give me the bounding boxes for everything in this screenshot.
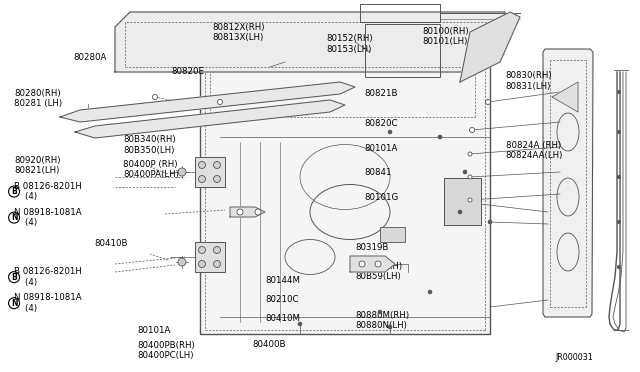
Circle shape: [468, 152, 472, 156]
Text: JR000031: JR000031: [556, 353, 593, 362]
Text: 80280A: 80280A: [74, 53, 107, 62]
Text: N 08918-1081A
    (4): N 08918-1081A (4): [14, 208, 82, 227]
Circle shape: [152, 94, 157, 99]
Text: 80100(RH)
80101(LH): 80100(RH) 80101(LH): [422, 27, 469, 46]
Circle shape: [388, 325, 392, 329]
Text: B 08126-8201H
    (4): B 08126-8201H (4): [14, 182, 82, 201]
Polygon shape: [380, 227, 405, 242]
Text: 80B340(RH)
80B350(LH): 80B340(RH) 80B350(LH): [123, 135, 175, 155]
Text: B: B: [12, 187, 17, 196]
Circle shape: [438, 135, 442, 139]
Text: 80812X(RH)
80813X(LH): 80812X(RH) 80813X(LH): [212, 23, 265, 42]
Circle shape: [617, 220, 621, 224]
Text: 80841: 80841: [365, 169, 392, 177]
Circle shape: [198, 260, 205, 267]
Text: 80319B: 80319B: [355, 243, 388, 252]
Circle shape: [486, 99, 490, 105]
Text: B 08126-8201H
    (4): B 08126-8201H (4): [14, 267, 82, 287]
Text: N: N: [11, 299, 17, 308]
FancyBboxPatch shape: [444, 178, 481, 225]
Text: 80410M: 80410M: [266, 314, 301, 323]
Polygon shape: [230, 207, 265, 217]
Circle shape: [375, 261, 381, 267]
Text: 80152(RH)
80153(LH): 80152(RH) 80153(LH): [326, 34, 373, 54]
Text: 80101G: 80101G: [365, 193, 399, 202]
Polygon shape: [195, 242, 225, 272]
Text: 80210C: 80210C: [266, 295, 299, 304]
Circle shape: [359, 261, 365, 267]
Text: 80880M(RH)
80880N(LH): 80880M(RH) 80880N(LH): [355, 311, 410, 330]
Polygon shape: [60, 82, 355, 122]
Text: 80144M: 80144M: [266, 276, 301, 285]
Circle shape: [488, 220, 492, 224]
Text: 80820E: 80820E: [172, 67, 205, 76]
Text: 80400B: 80400B: [253, 340, 286, 349]
Text: 80B58(RH)
80B59(LH): 80B58(RH) 80B59(LH): [355, 262, 403, 281]
Text: 80821B: 80821B: [365, 89, 398, 98]
Polygon shape: [350, 256, 395, 272]
Circle shape: [617, 130, 621, 134]
Circle shape: [255, 209, 261, 215]
Circle shape: [458, 210, 462, 214]
Text: 80830(RH)
80831(LH): 80830(RH) 80831(LH): [506, 71, 552, 91]
Polygon shape: [115, 12, 510, 72]
Circle shape: [463, 170, 467, 174]
Circle shape: [237, 209, 243, 215]
Circle shape: [214, 247, 221, 253]
Circle shape: [214, 260, 221, 267]
Text: 80410B: 80410B: [95, 239, 128, 248]
Text: 80400P (RH)
80400PA(LH): 80400P (RH) 80400PA(LH): [123, 160, 179, 179]
Polygon shape: [543, 49, 593, 317]
Circle shape: [214, 176, 221, 183]
Text: 80824A (RH)
80824AA(LH): 80824A (RH) 80824AA(LH): [506, 141, 563, 160]
Circle shape: [214, 161, 221, 169]
Polygon shape: [460, 12, 520, 82]
Circle shape: [617, 265, 621, 269]
Circle shape: [198, 176, 205, 183]
Polygon shape: [195, 157, 225, 187]
Circle shape: [198, 161, 205, 169]
Circle shape: [178, 258, 186, 266]
Text: 80101A: 80101A: [365, 144, 398, 153]
Text: N: N: [11, 213, 17, 222]
Circle shape: [617, 90, 621, 94]
Text: 80820C: 80820C: [365, 119, 398, 128]
Circle shape: [178, 168, 186, 176]
Text: 80101A: 80101A: [138, 326, 171, 335]
Circle shape: [468, 175, 472, 179]
Text: B: B: [12, 273, 17, 282]
Circle shape: [298, 322, 302, 326]
Text: N 08918-1081A
    (4): N 08918-1081A (4): [14, 294, 82, 313]
Text: 80280(RH)
80281 (LH): 80280(RH) 80281 (LH): [14, 89, 62, 108]
Circle shape: [428, 290, 432, 294]
Polygon shape: [552, 82, 578, 112]
Circle shape: [470, 128, 474, 132]
Circle shape: [617, 175, 621, 179]
Polygon shape: [200, 47, 490, 334]
Polygon shape: [75, 100, 345, 138]
Circle shape: [378, 310, 382, 314]
Text: 80920(RH)
80821(LH): 80920(RH) 80821(LH): [14, 156, 61, 175]
Text: 80400PB(RH)
80400PC(LH): 80400PB(RH) 80400PC(LH): [138, 341, 195, 360]
Circle shape: [198, 247, 205, 253]
Circle shape: [388, 130, 392, 134]
Circle shape: [218, 99, 223, 105]
Circle shape: [468, 198, 472, 202]
